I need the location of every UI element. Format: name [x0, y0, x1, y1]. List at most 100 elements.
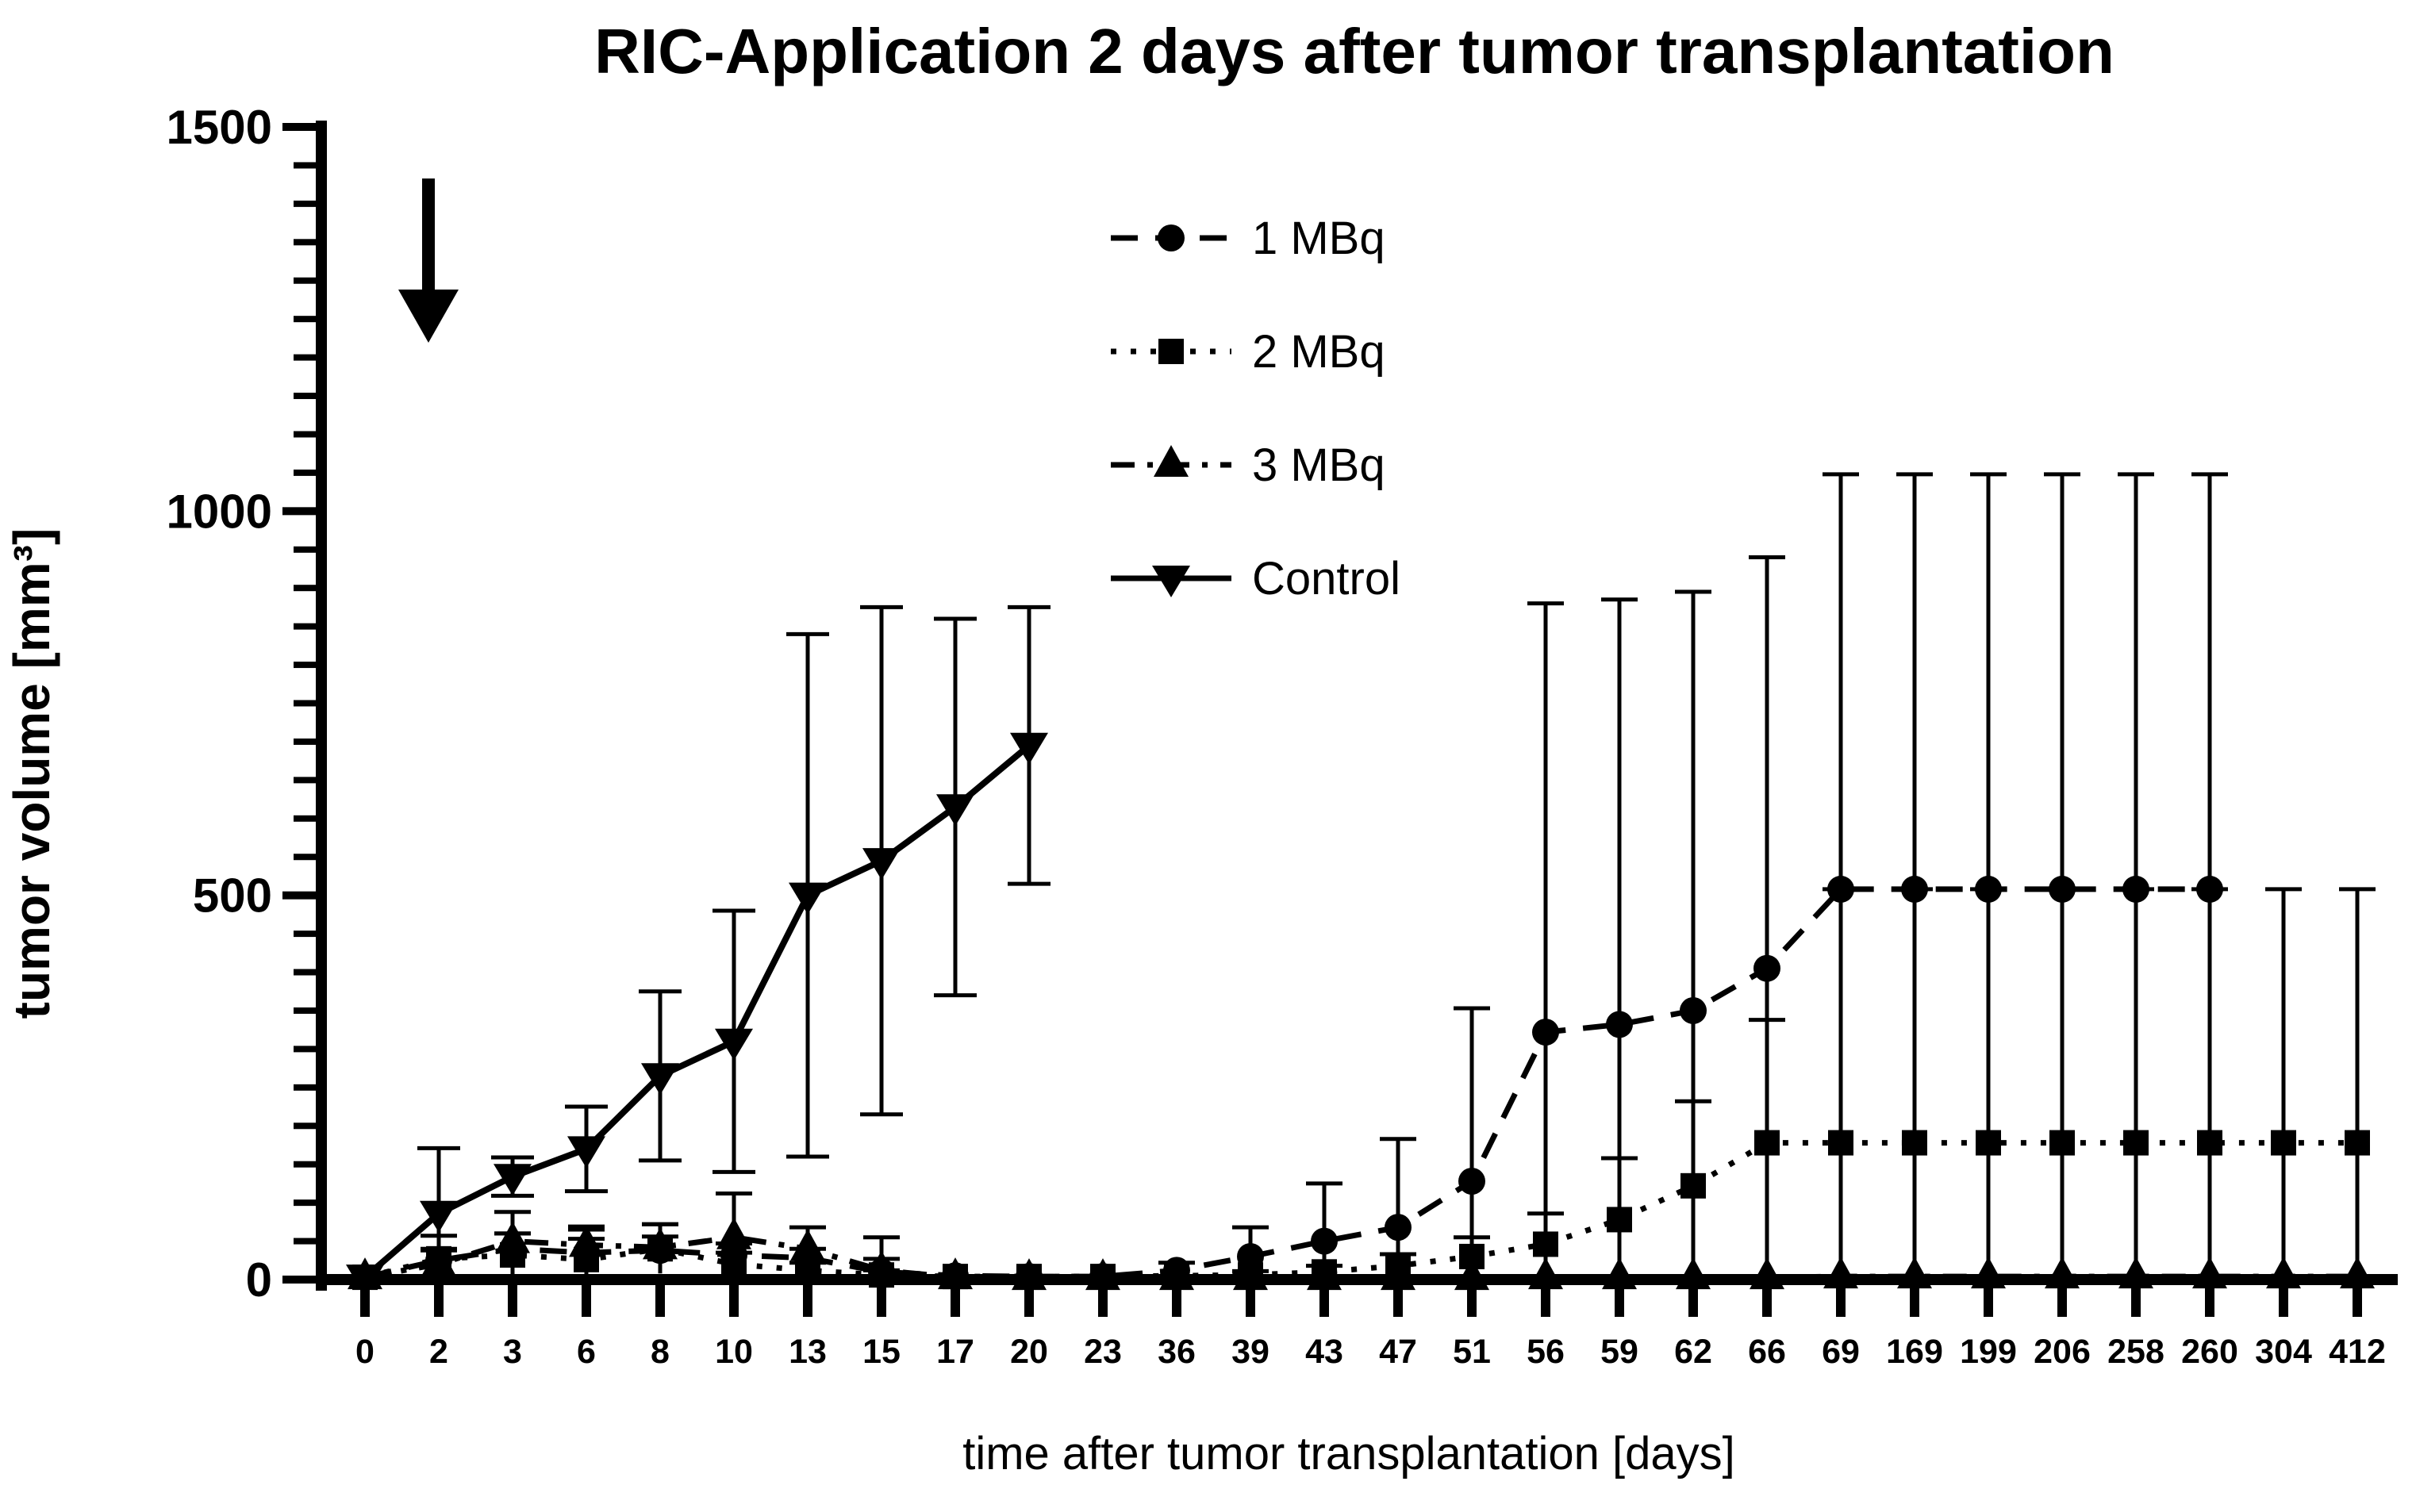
- x-tick-label: 3: [503, 1333, 522, 1371]
- 1-mbq-marker: [1975, 875, 2002, 903]
- 3-mbq-marker: [2118, 1257, 2153, 1289]
- 2-mbq-marker: [1902, 1130, 1927, 1156]
- series-line-2-mbq: [364, 1140, 2357, 1280]
- y-tick-label: 500: [193, 869, 272, 923]
- x-tick-label: 8: [651, 1333, 670, 1371]
- y-axis-label: tumor volume [mm³]: [3, 528, 60, 1019]
- 3-mbq-marker: [1971, 1257, 2006, 1289]
- y-tick-label: 1500: [167, 101, 272, 154]
- series-line-1-mbq: [364, 886, 2210, 1280]
- legend-item-control: Control: [1111, 553, 1400, 604]
- x-tick-label: 59: [1600, 1333, 1638, 1371]
- x-tick-label: 56: [1527, 1333, 1565, 1371]
- 1-mbq-marker: [1680, 996, 1707, 1024]
- chart-title: RIC-Application 2 days after tumor trans…: [594, 16, 2114, 86]
- 2-mbq-marker: [2197, 1130, 2222, 1156]
- x-tick-label: 39: [1231, 1333, 1269, 1371]
- legend-item-3-mbq: 3 MBq: [1111, 439, 1385, 491]
- x-tick-label: 6: [577, 1333, 596, 1371]
- x-tick-label: 66: [1748, 1333, 1786, 1371]
- 1-mbq-marker: [1827, 875, 1854, 903]
- x-tick-label: 17: [936, 1333, 974, 1371]
- 1-mbq-marker: [2122, 875, 2149, 903]
- series-control: [346, 732, 1048, 1297]
- 3-mbq-marker: [1602, 1257, 1637, 1290]
- x-tick-label: 304: [2255, 1333, 2312, 1371]
- series-1-mbq: [351, 875, 2223, 1291]
- x-tick-label: 412: [2329, 1333, 2386, 1371]
- 1-mbq-marker: [1458, 1168, 1485, 1195]
- x-axis-label: time after tumor transplantation [days]: [962, 1428, 1735, 1479]
- legend-square-icon: [1158, 339, 1184, 364]
- 3-mbq-marker: [1233, 1258, 1268, 1291]
- series-lines: [363, 743, 2357, 1281]
- legend-triangle-up-icon: [1154, 445, 1189, 477]
- 1-mbq-marker: [1901, 875, 1928, 903]
- 1-mbq-marker: [2196, 875, 2223, 903]
- 3-mbq-marker: [2266, 1257, 2301, 1289]
- 3-mbq-marker: [2045, 1257, 2080, 1289]
- 2-mbq-marker: [2271, 1130, 2296, 1156]
- 1-mbq-marker: [1385, 1214, 1412, 1241]
- 3-mbq-marker: [1159, 1258, 1194, 1291]
- 3-mbq-marker: [1897, 1257, 1932, 1289]
- legend-item-1-mbq: 1 MBq: [1111, 213, 1385, 264]
- legend-label: Control: [1252, 553, 1400, 604]
- 1-mbq-marker: [1532, 1019, 1559, 1046]
- x-tick-label: 13: [789, 1333, 827, 1371]
- control-marker: [862, 848, 901, 881]
- 3-mbq-marker: [1085, 1258, 1120, 1291]
- legend: 1 MBq 2 MBq 3 MBq Control: [1111, 213, 1400, 604]
- 2-mbq-marker: [2123, 1130, 2149, 1156]
- 2-mbq-marker: [1607, 1207, 1632, 1233]
- control-marker: [789, 882, 827, 915]
- control-marker: [567, 1136, 605, 1169]
- 1-mbq-marker: [1311, 1227, 1338, 1255]
- 2-mbq-marker: [2049, 1130, 2075, 1156]
- 3-mbq-marker: [1012, 1258, 1047, 1291]
- 3-mbq-marker: [1750, 1257, 1784, 1290]
- 3-mbq-marker: [938, 1257, 973, 1290]
- 3-mbq-marker: [1528, 1257, 1563, 1290]
- x-tick-label: 36: [1158, 1333, 1196, 1371]
- 3-mbq-marker: [864, 1250, 899, 1283]
- axes: [316, 121, 2398, 1291]
- series-line-3-mbq: [364, 1234, 2357, 1281]
- legend-triangle-down-icon: [1152, 566, 1190, 597]
- legend-label: 3 MBq: [1252, 439, 1385, 491]
- 1-mbq-marker: [2049, 875, 2076, 903]
- x-tick-label: 47: [1379, 1333, 1417, 1371]
- control-marker: [936, 794, 974, 827]
- 3-mbq-marker: [1307, 1258, 1342, 1291]
- y-tick-label: 0: [246, 1253, 272, 1307]
- x-tick-label: 2: [429, 1333, 448, 1371]
- x-axis-ticks: 0 2 3 6 8 10 13 15 17 20 23 36 39 43 47 51 56 59 62 66 69 169…: [355, 1285, 2386, 1371]
- 3-mbq-marker: [1676, 1257, 1711, 1290]
- legend-circle-icon: [1158, 224, 1185, 251]
- series-markers: [346, 732, 2375, 1297]
- legend-label: 2 MBq: [1252, 326, 1385, 378]
- 2-mbq-marker: [2345, 1130, 2370, 1156]
- 3-mbq-marker: [1381, 1258, 1415, 1291]
- 2-mbq-marker: [1754, 1130, 1780, 1156]
- y-axis-ticks: 0 500 1000 1500: [167, 101, 316, 1307]
- x-tick-label: 169: [1886, 1333, 1943, 1371]
- 3-mbq-marker: [2192, 1257, 2227, 1289]
- control-marker: [494, 1164, 532, 1196]
- 3-mbq-marker: [2340, 1257, 2375, 1289]
- control-marker: [641, 1063, 679, 1096]
- x-tick-label: 199: [1960, 1333, 2017, 1371]
- x-tick-label: 43: [1305, 1333, 1343, 1371]
- 3-mbq-marker: [421, 1244, 456, 1276]
- x-tick-label: 258: [2107, 1333, 2164, 1371]
- control-marker: [420, 1200, 458, 1233]
- 3-mbq-marker: [569, 1225, 604, 1257]
- 3-mbq-marker: [495, 1221, 530, 1253]
- x-tick-label: 10: [715, 1333, 753, 1371]
- control-marker: [1010, 732, 1048, 765]
- 2-mbq-marker: [721, 1251, 747, 1277]
- series-line-control: [363, 743, 1031, 1280]
- 3-mbq-marker: [716, 1217, 751, 1249]
